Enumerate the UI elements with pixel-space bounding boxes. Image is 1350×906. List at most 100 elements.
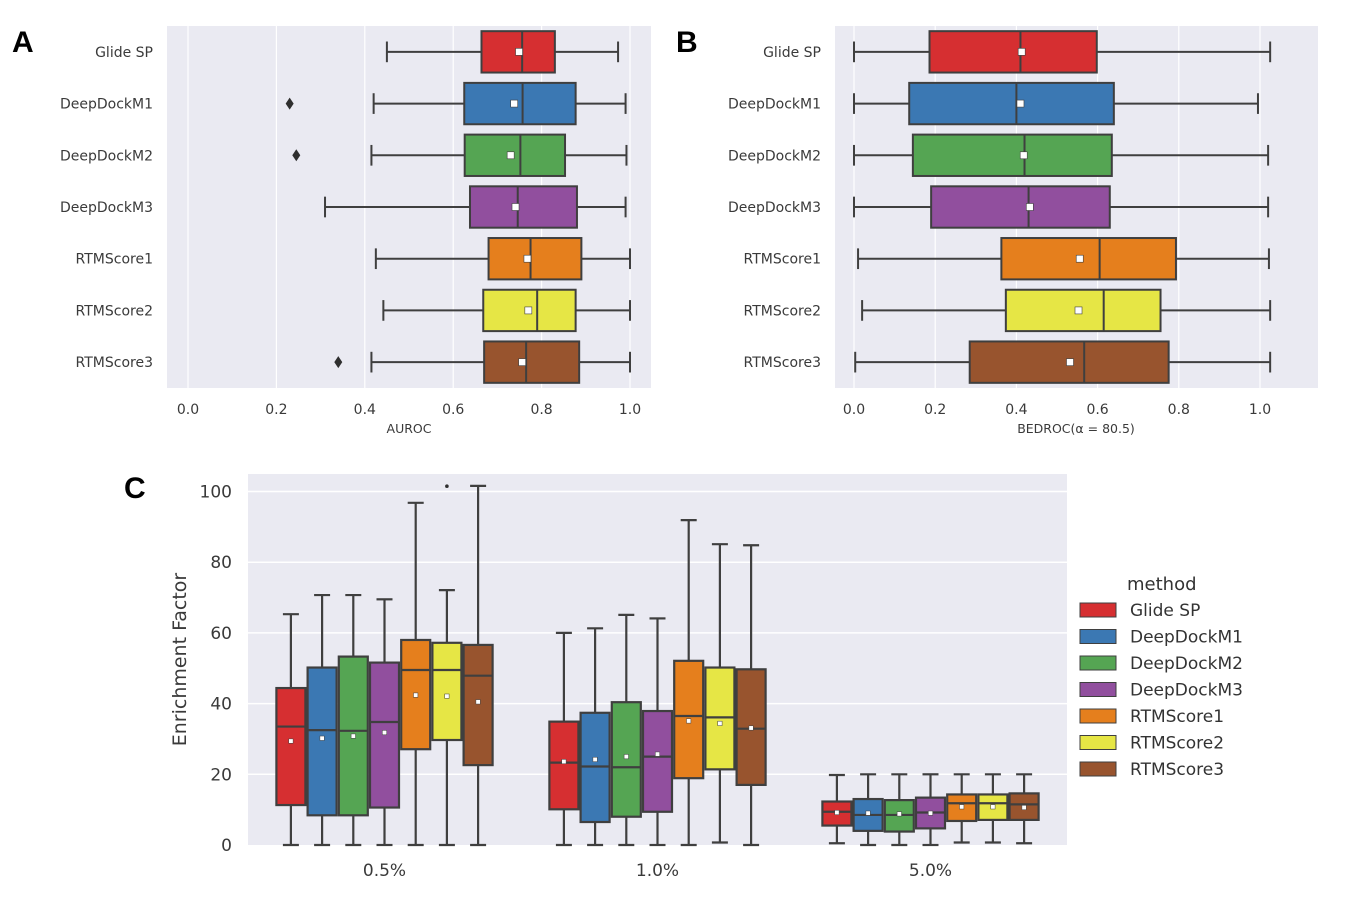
panel-c: C 0 20 40 60 80 100 0.5% 1.0% 5.0% Enrichment F… xyxy=(124,472,1243,881)
legend-item-glide-sp: Glide SP xyxy=(1079,601,1200,621)
category-label: DeepDockM3 xyxy=(728,200,821,216)
box-rtmscore1 xyxy=(374,237,631,281)
box-deepdockm2 xyxy=(292,133,628,177)
box-deepdockm1 xyxy=(285,81,627,126)
y-tick-label: 80 xyxy=(210,553,232,573)
panel-c-boxes xyxy=(275,484,1040,847)
category-label: DeepDockM3 xyxy=(60,200,153,216)
legend: method Glide SP DeepDockM1 DeepDockM2 DeepD… xyxy=(1079,574,1243,780)
iqr-box xyxy=(548,720,580,811)
legend-label: RTMScore1 xyxy=(1130,707,1224,727)
mean-marker xyxy=(288,738,294,744)
x-category-label: 1.0% xyxy=(636,861,679,881)
legend-swatch xyxy=(1079,655,1117,671)
box-rtmscore2-5-0- xyxy=(977,773,1009,844)
panel-a-boxes xyxy=(285,30,631,384)
legend-swatch xyxy=(1079,735,1117,750)
box-rtmscore3-5-0- xyxy=(1008,773,1040,845)
iqr-box xyxy=(483,340,581,384)
x-tick-label: 0.6 xyxy=(442,402,464,418)
box-deepdockm2-1-0- xyxy=(610,613,642,847)
box-deepdockm3-5-0- xyxy=(914,773,947,847)
mean-marker xyxy=(655,751,660,757)
legend-title: method xyxy=(1127,574,1197,595)
mean-marker xyxy=(524,306,533,315)
panel-b-boxes xyxy=(853,30,1272,384)
box-deepdockm1-1-0- xyxy=(579,627,611,847)
category-label: Glide SP xyxy=(95,45,153,61)
iqr-box xyxy=(1000,237,1177,281)
category-label: RTMScore2 xyxy=(76,303,153,319)
iqr-box xyxy=(911,133,1113,177)
box-deepdockm2-5-0- xyxy=(883,773,915,847)
box-glide-sp-5-0- xyxy=(821,773,853,845)
mean-marker xyxy=(623,754,629,760)
mean-marker xyxy=(413,692,419,698)
mean-marker xyxy=(896,811,902,817)
outlier-marker xyxy=(445,484,449,488)
iqr-box xyxy=(275,686,307,807)
panel-a: A Glide SP DeepDockM1 DeepDockM2 DeepDockM3… xyxy=(12,26,651,436)
mean-marker xyxy=(518,358,526,366)
y-tick-label: 0 xyxy=(221,836,232,856)
iqr-box xyxy=(908,81,1115,126)
box-deepdockm1-0-5- xyxy=(306,593,338,847)
mean-marker xyxy=(1019,151,1028,160)
box-rtmscore1-0-5- xyxy=(400,501,432,847)
mean-marker xyxy=(959,804,965,810)
mean-marker xyxy=(523,254,532,263)
iqr-box xyxy=(462,643,494,767)
box-rtmscore3 xyxy=(334,340,631,384)
x-tick-label: 0.2 xyxy=(265,402,287,418)
y-tick-label: 20 xyxy=(210,765,232,785)
legend-swatch xyxy=(1079,761,1117,777)
mean-marker xyxy=(1021,805,1027,810)
x-tick-label: 1.0 xyxy=(1249,402,1271,418)
iqr-box xyxy=(463,81,577,126)
mean-marker xyxy=(319,735,325,741)
mean-marker xyxy=(1017,48,1026,56)
iqr-box xyxy=(930,185,1111,229)
box-deepdockm3 xyxy=(324,185,627,229)
mean-marker xyxy=(717,720,723,726)
mean-marker xyxy=(865,810,871,816)
mean-marker xyxy=(515,48,523,56)
legend-label: RTMScore2 xyxy=(1130,734,1224,754)
box-glide-sp xyxy=(385,30,620,74)
outlier-marker xyxy=(285,97,294,110)
box-rtmscore2 xyxy=(382,288,631,333)
box-rtmscore1-1-0- xyxy=(673,519,705,847)
mean-marker xyxy=(506,151,515,160)
box-deepdockm1 xyxy=(853,81,1259,126)
legend-item-deepdockm3: DeepDockM3 xyxy=(1079,681,1243,701)
legend-item-rtmscore3: RTMScore3 xyxy=(1079,760,1224,780)
box-rtmscore3 xyxy=(854,340,1272,384)
box-rtmscore2-1-0- xyxy=(704,543,736,844)
box-rtmscore1 xyxy=(857,237,1270,281)
legend-item-deepdockm2: DeepDockM2 xyxy=(1079,654,1243,674)
legend-swatch xyxy=(1079,629,1117,644)
legend-label: Glide SP xyxy=(1130,601,1200,621)
outlier-marker xyxy=(292,149,301,162)
box-deepdockm3-1-0- xyxy=(641,617,674,847)
mean-marker xyxy=(444,693,450,699)
category-label: DeepDockM1 xyxy=(60,97,153,113)
box-rtmscore3-0-5- xyxy=(462,484,494,847)
outlier-marker xyxy=(334,356,343,369)
mean-marker xyxy=(475,699,481,705)
panel-a-category-labels: Glide SP DeepDockM1 DeepDockM2 DeepDockM3 RT… xyxy=(60,45,153,371)
x-tick-label: 0.8 xyxy=(1168,402,1190,418)
x-tick-label: 0.4 xyxy=(1005,402,1027,418)
box-rtmscore2 xyxy=(861,288,1272,333)
category-label: DeepDockM1 xyxy=(728,97,821,113)
x-tick-label: 1.0 xyxy=(619,402,641,418)
box-glide-sp xyxy=(853,30,1272,74)
mean-marker xyxy=(834,810,840,815)
mean-marker xyxy=(1074,306,1083,315)
x-tick-label: 0.0 xyxy=(843,402,865,418)
mean-marker xyxy=(748,725,754,731)
legend-label: DeepDockM2 xyxy=(1130,654,1243,674)
legend-item-rtmscore1: RTMScore1 xyxy=(1079,707,1224,727)
iqr-box xyxy=(968,340,1170,384)
